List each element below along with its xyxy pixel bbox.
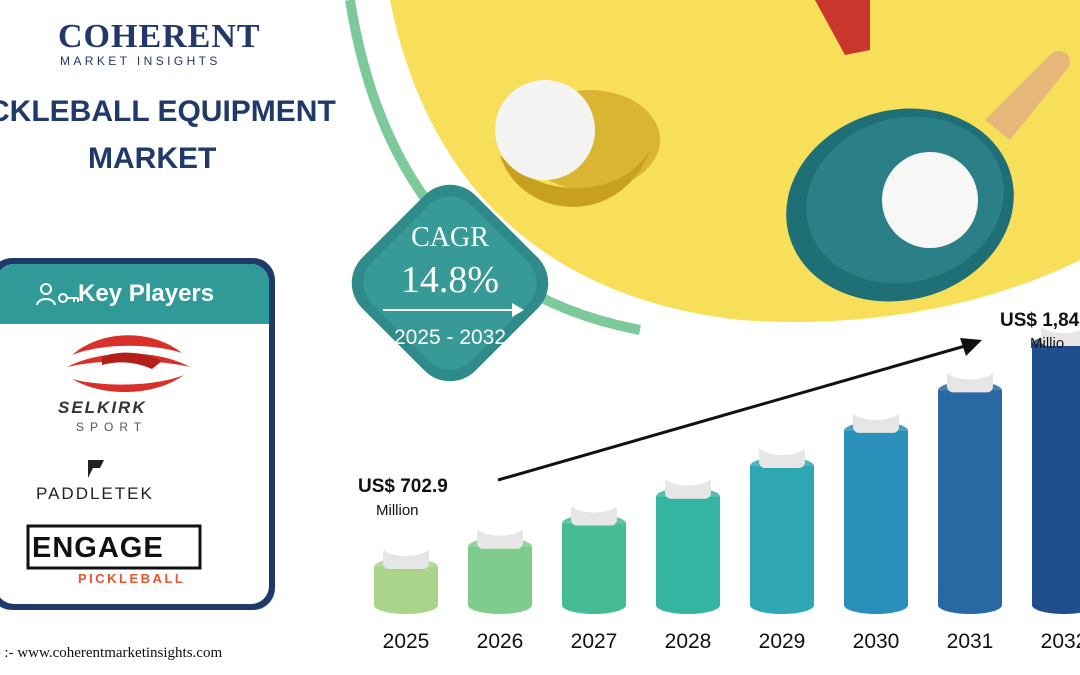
x-tick-2032: 2032 [1041, 630, 1080, 653]
start-unit-annotation: Million [376, 502, 419, 519]
bar-2025 [374, 538, 438, 614]
logo-tagline: MARKET INSIGHTS [60, 54, 221, 68]
bar-2029 [750, 437, 814, 614]
x-tick-2025: 2025 [383, 630, 430, 653]
engage-logo-subtext: PICKLEBALL [78, 571, 186, 586]
bar-2032 [1032, 315, 1080, 614]
x-tick-2031: 2031 [947, 630, 994, 653]
start-value-annotation: US$ 702.9 [358, 476, 448, 497]
page-title-line1: CKLEBALL EQUIPMENT [0, 95, 336, 128]
end-value-annotation: US$ 1,84 [1000, 310, 1080, 331]
key-players-heading: Key Players [78, 280, 215, 307]
cagr-period: 2025 - 2032 [393, 326, 507, 349]
bar-2027 [562, 494, 626, 614]
selkirk-logo-subtext: SPORT [76, 420, 148, 434]
logo-name: COHERENT [58, 18, 261, 55]
x-tick-2027: 2027 [571, 630, 618, 653]
bar-2026 [468, 517, 532, 614]
selkirk-logo-text: SELKIRK [58, 398, 147, 417]
engage-logo-text: ENGAGE [32, 532, 164, 564]
bar-2028 [656, 467, 720, 614]
paddletek-logo-text: PADDLETEK [36, 484, 154, 503]
source-line: e :- www.coherentmarketinsights.com [0, 645, 223, 661]
end-unit-annotation: Millio [1030, 335, 1065, 352]
page-title-line2: MARKET [88, 142, 217, 175]
bar-2030 [844, 401, 908, 614]
cagr-value: 14.8% [400, 259, 500, 301]
x-tick-2028: 2028 [665, 630, 712, 653]
x-tick-2026: 2026 [477, 630, 524, 653]
cagr-label: CAGR [411, 222, 489, 253]
x-tick-2030: 2030 [853, 630, 900, 653]
x-tick-2029: 2029 [759, 630, 806, 653]
bar-2031 [938, 361, 1002, 614]
